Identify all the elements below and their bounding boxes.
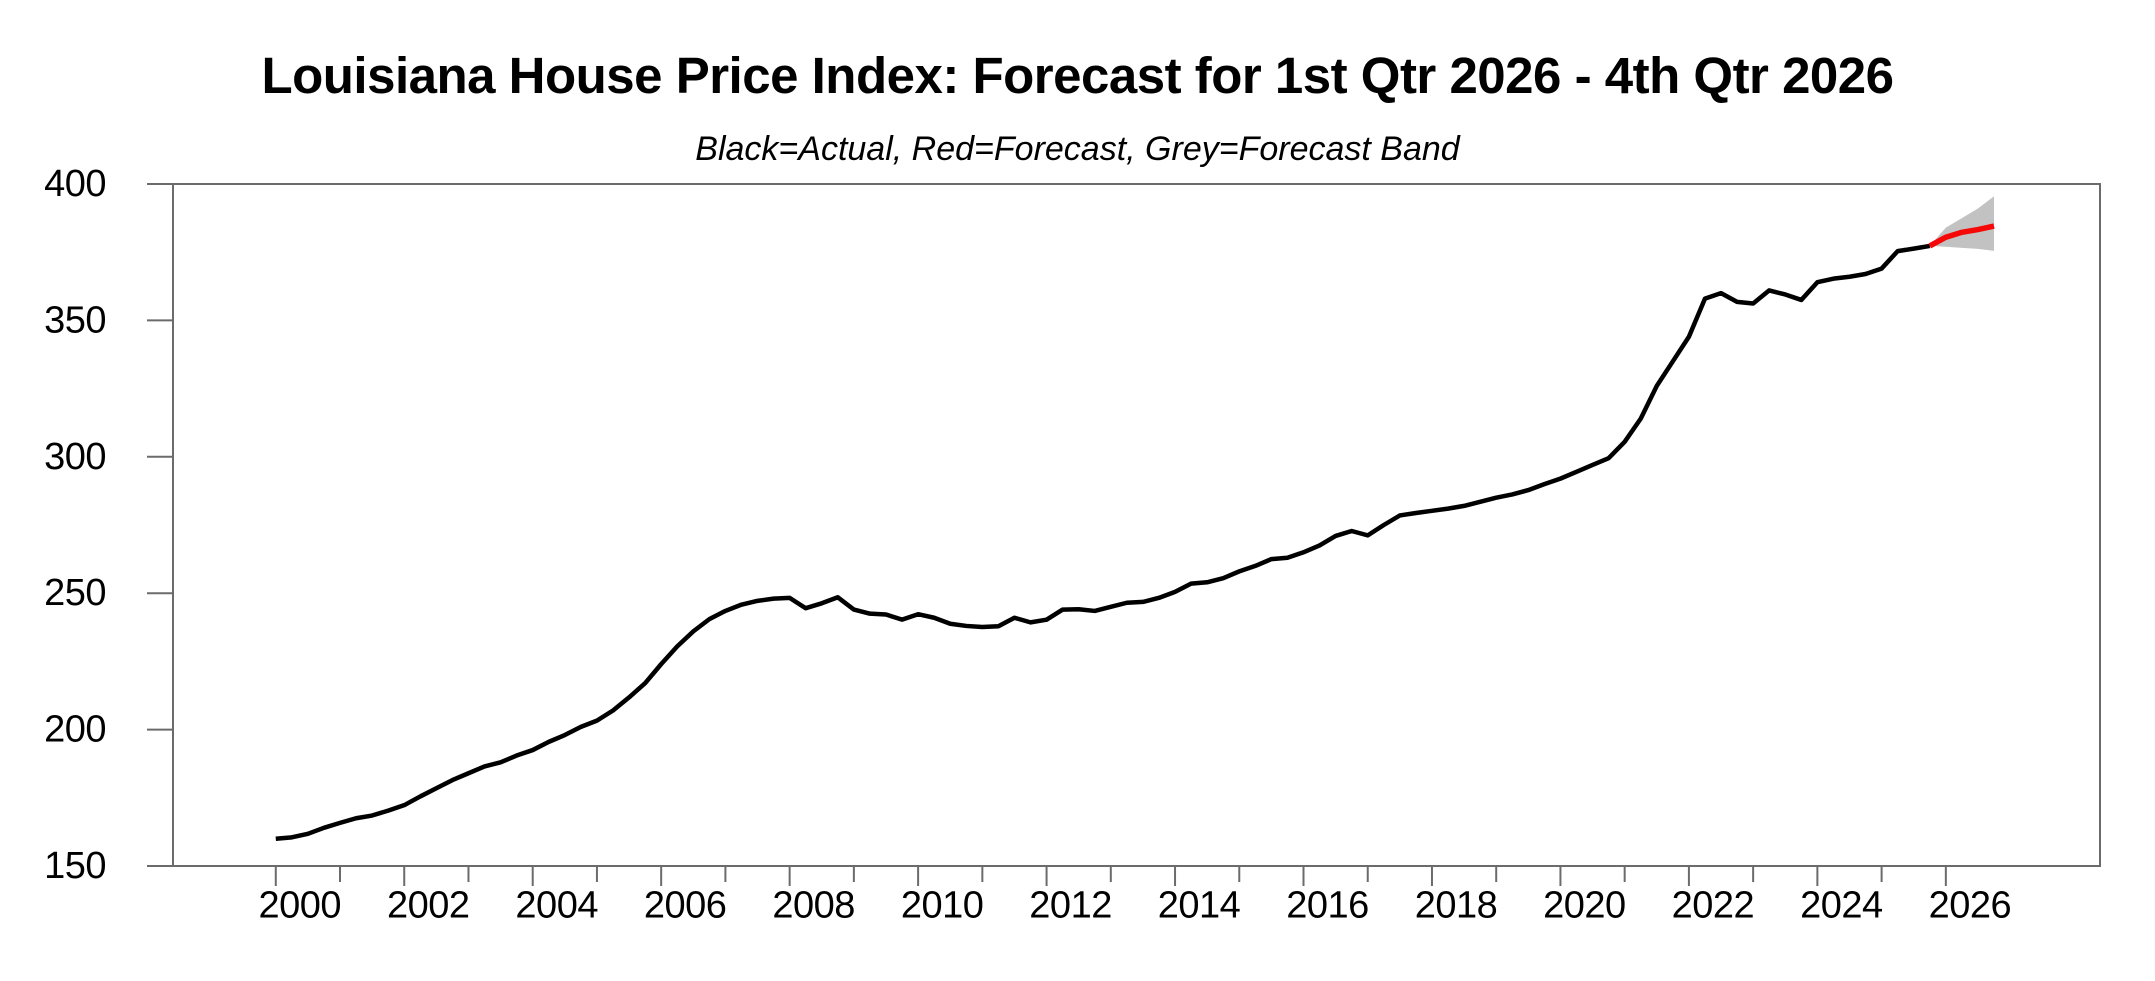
x-axis: 2000 2002 2004 2006 2008 2010 2012 2014 2016 2018… [258,866,2012,926]
plot-frame [172,183,2101,867]
y-tick-label: 300 [44,436,106,478]
x-tick-label: 2002 [387,884,470,926]
x-tick-label: 2008 [772,884,855,926]
actual-line [275,243,1931,841]
x-tick-label: 2026 [1929,884,2012,926]
x-tick-label: 2004 [515,884,598,926]
y-tick-label: 200 [44,709,106,751]
y-tick-label: 150 [44,845,106,887]
x-tick-label: 2006 [644,884,727,926]
chart-title: Louisiana House Price Index: Forecast fo… [261,47,1894,104]
x-tick-label: 2014 [1158,884,1241,926]
x-tick-label: 2020 [1543,884,1626,926]
x-tick-label: 2012 [1029,884,1112,926]
x-tick-label: 2024 [1800,884,1883,926]
y-tick-label: 400 [44,163,106,205]
x-tick-label: 2018 [1415,884,1498,926]
x-tick-label: 2016 [1286,884,1369,926]
x-tick-label: 2022 [1672,884,1755,926]
x-tick-label: 2010 [901,884,984,926]
y-axis: 150 200 250 300 350 400 [44,163,173,887]
y-tick-label: 250 [44,572,106,614]
x-tick-label: 2000 [258,884,341,926]
chart-subtitle: Black=Actual, Red=Forecast, Grey=Forecas… [695,130,1460,168]
forecast-line [1928,223,1995,249]
y-tick-label: 350 [44,299,106,341]
